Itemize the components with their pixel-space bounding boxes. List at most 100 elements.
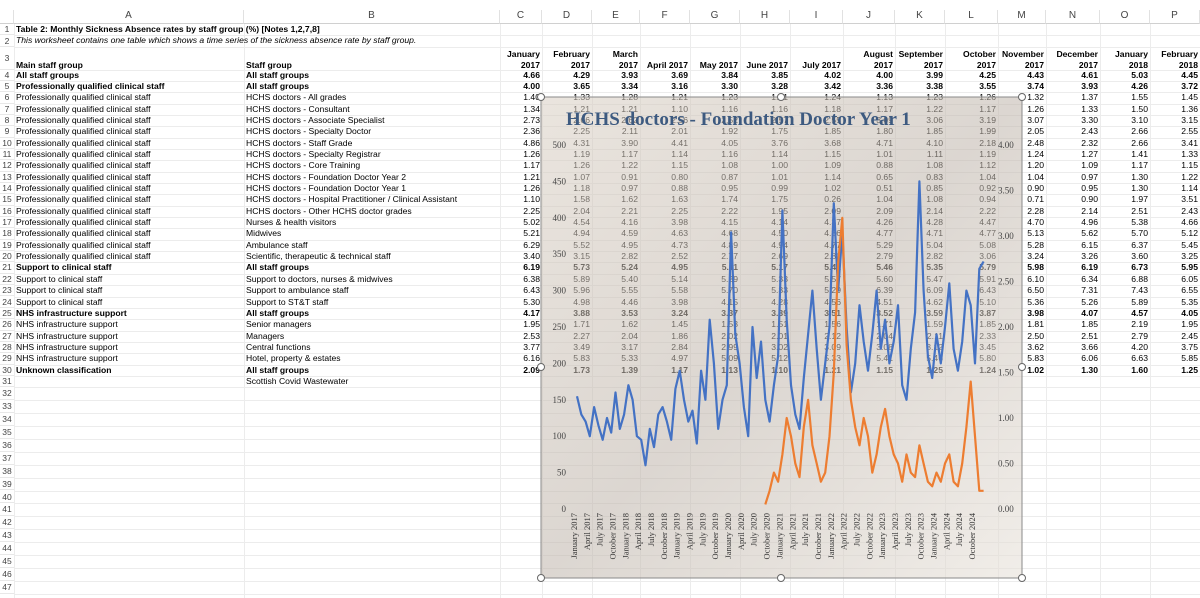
row-header: 4 xyxy=(0,70,14,81)
rate-cell: 3.77 xyxy=(523,341,540,352)
rate-cell: 5.83 xyxy=(1027,353,1044,364)
column-header: J xyxy=(843,10,895,24)
rate-cell: 4.20 xyxy=(1131,341,1148,352)
row-header: 18 xyxy=(0,228,14,240)
rate-cell: 2.28 xyxy=(1027,205,1044,216)
x-tick-label: October 2022 xyxy=(864,513,874,560)
x-tick-label: January 2018 xyxy=(620,513,630,559)
column-title: August 2017 xyxy=(863,49,893,70)
label-cell: All staff groups xyxy=(246,307,310,318)
x-tick-label: July 2018 xyxy=(646,513,656,546)
chart-area[interactable] xyxy=(540,96,1023,579)
row-gridline xyxy=(14,69,1200,71)
rate-cell: 3.84 xyxy=(721,69,738,80)
label-cell: HCHS doctors - All grades xyxy=(246,92,347,103)
column-header: G xyxy=(690,10,740,24)
label-cell: Professionally qualified clinical staff xyxy=(16,80,165,91)
row-header: 20 xyxy=(0,251,14,263)
rate-cell: 1.26 xyxy=(523,148,540,159)
rate-cell: 5.70 xyxy=(1131,228,1148,239)
row-header: 23 xyxy=(0,285,14,297)
rate-cell: 2.73 xyxy=(523,114,540,125)
column-title: May 2017 xyxy=(699,59,738,70)
rate-cell: 1.02 xyxy=(1027,364,1044,375)
rate-cell: 2.48 xyxy=(1027,137,1044,148)
column-header: H xyxy=(740,10,790,24)
rate-cell: 1.37 xyxy=(1081,92,1098,103)
label-cell: Support to doctors, nurses & midwives xyxy=(246,273,393,284)
column-header: E xyxy=(592,10,640,24)
rate-cell: 4.29 xyxy=(573,69,590,80)
row-header: 37 xyxy=(0,452,14,465)
rate-cell: 2.66 xyxy=(1131,126,1148,137)
column-header: K xyxy=(895,10,945,24)
label-cell: HCHS doctors - Specialty Registrar xyxy=(246,148,381,159)
label-cell: All staff groups xyxy=(16,69,80,80)
rate-cell: 1.04 xyxy=(1027,171,1044,182)
row-header: 6 xyxy=(0,92,14,104)
x-tick-label: July 2024 xyxy=(954,512,964,546)
x-tick-label: January 2021 xyxy=(774,513,784,559)
rate-cell: 3.40 xyxy=(523,251,540,262)
rate-cell: 3.41 xyxy=(1181,137,1198,148)
rate-cell: 4.61 xyxy=(1081,69,1098,80)
data-line xyxy=(575,180,985,467)
row-header: 16 xyxy=(0,206,14,218)
x-tick-label: October 2023 xyxy=(916,513,926,560)
rate-cell: 1.41 xyxy=(1131,148,1148,159)
row-header: 26 xyxy=(0,319,14,331)
rate-cell: 6.63 xyxy=(1131,353,1148,364)
x-tick-label: April 2019 xyxy=(685,513,695,550)
rate-cell: 6.43 xyxy=(523,285,540,296)
label-cell: Professionally qualified clinical staff xyxy=(16,126,151,137)
y-tick-label: 450 xyxy=(553,176,567,186)
label-cell: HCHS doctors - Staff Grade xyxy=(246,137,353,148)
x-tick-label: April 2023 xyxy=(890,513,900,550)
rate-cell: 1.26 xyxy=(1027,103,1044,114)
chart-title: HCHS doctors - Foundation Doctor Year 1 xyxy=(566,109,911,130)
label-cell: NHS infrastructure support xyxy=(16,341,118,352)
column-title: April 2017 xyxy=(646,59,688,70)
rate-cell: 1.25 xyxy=(1181,364,1198,375)
rate-cell: 5.26 xyxy=(1081,296,1098,307)
row-header: 25 xyxy=(0,308,14,320)
column-title: June 2017 xyxy=(746,59,788,70)
rate-cell: 3.85 xyxy=(771,69,788,80)
rate-cell: 6.73 xyxy=(1131,262,1148,273)
rate-cell: 3.93 xyxy=(621,69,638,80)
rate-cell: 1.97 xyxy=(1131,194,1148,205)
rate-cell: 4.26 xyxy=(1131,80,1148,91)
rate-cell: 0.90 xyxy=(1081,194,1098,205)
label-cell: Professionally qualified clinical staff xyxy=(16,228,151,239)
x-tick-label: October 2018 xyxy=(659,513,669,560)
rate-cell: 3.24 xyxy=(1027,251,1044,262)
y2-tick-label: 2.00 xyxy=(998,322,1014,332)
rate-cell: 5.36 xyxy=(1027,296,1044,307)
label-cell: Support to clinical staff xyxy=(16,262,112,273)
label-cell: NHS infrastructure support xyxy=(16,307,127,318)
rate-cell: 2.25 xyxy=(523,205,540,216)
y-tick-label: 400 xyxy=(553,213,567,223)
rate-cell: 3.66 xyxy=(1081,341,1098,352)
selection-handles[interactable] xyxy=(537,93,1026,582)
x-tick-label: October 2021 xyxy=(813,513,823,560)
rate-cell: 5.45 xyxy=(1181,239,1198,250)
rate-cell: 3.75 xyxy=(1181,341,1198,352)
column-header: D xyxy=(542,10,592,24)
rate-cell: 3.38 xyxy=(926,80,943,91)
y-tick-label: 350 xyxy=(553,249,567,259)
rate-cell: 5.85 xyxy=(1181,353,1198,364)
rate-cell: 6.34 xyxy=(1081,273,1098,284)
label-cell: Support to clinical staff xyxy=(16,273,103,284)
column-title: September 2017 xyxy=(898,49,943,70)
y2-tick-label: 1.00 xyxy=(998,413,1014,423)
y2-tick-label: 1.50 xyxy=(998,368,1014,378)
rate-cell: 2.55 xyxy=(1181,126,1198,137)
rate-cell: 1.40 xyxy=(523,92,540,103)
rate-cell: 6.06 xyxy=(1081,353,1098,364)
rate-cell: 1.30 xyxy=(1131,183,1148,193)
column-title: July 2017 xyxy=(802,59,841,70)
row-header: 33 xyxy=(0,400,14,414)
rate-cell: 2.36 xyxy=(523,126,540,137)
